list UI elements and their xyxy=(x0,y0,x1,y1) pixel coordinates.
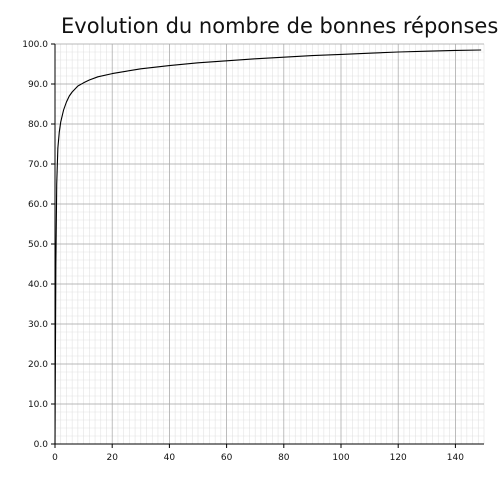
x-tick-label: 120 xyxy=(390,453,407,463)
x-axis-ticks: 0 20 40 60 80 100 120 140 xyxy=(52,444,464,463)
x-tick-label: 40 xyxy=(164,453,176,463)
y-tick-label: 60.0 xyxy=(28,200,48,210)
y-tick-label: 50.0 xyxy=(28,240,48,250)
major-grid xyxy=(54,43,484,445)
x-tick-label: 60 xyxy=(221,453,233,463)
y-tick-label: 40.0 xyxy=(28,280,48,290)
y-tick-label: 80.0 xyxy=(28,120,48,130)
chart-title: Evolution du nombre de bonnes réponses xyxy=(61,14,499,38)
y-tick-label: 0.0 xyxy=(34,440,49,450)
x-tick-label: 80 xyxy=(278,453,290,463)
y-tick-label: 90.0 xyxy=(28,80,48,90)
y-tick-label: 70.0 xyxy=(28,160,48,170)
x-tick-label: 0 xyxy=(52,453,58,463)
y-axis-ticks: 0.0 10.0 20.0 30.0 40.0 50.0 60.0 70.0 80.0 90.0 1… xyxy=(22,40,55,450)
series-line xyxy=(54,49,482,445)
x-tick-label: 100 xyxy=(332,453,349,463)
x-tick-label: 20 xyxy=(106,453,118,463)
series-group xyxy=(54,49,482,445)
y-tick-label: 20.0 xyxy=(28,360,48,370)
y-tick-label: 10.0 xyxy=(28,400,48,410)
y-tick-label: 30.0 xyxy=(28,320,48,330)
x-tick-label: 140 xyxy=(447,453,464,463)
y-tick-label: 100.0 xyxy=(22,40,48,50)
